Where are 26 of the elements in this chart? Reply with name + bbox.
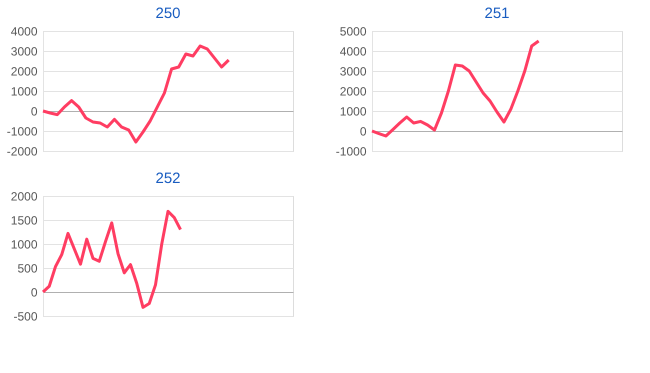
y-tick-label: 1500 [10, 214, 38, 228]
y-tick-label: 1000 [340, 104, 367, 118]
y-tick-label: 2000 [340, 84, 367, 98]
y-tick-label: 3000 [10, 44, 38, 58]
chart-title: 252 [155, 170, 181, 187]
y-tick-label: 1000 [10, 84, 38, 98]
y-tick-label: 4000 [10, 24, 38, 38]
line-series [42, 210, 182, 309]
y-tick-label: 3000 [340, 64, 367, 78]
y-tick-label: 0 [30, 104, 38, 118]
y-tick-label: 1000 [10, 238, 38, 252]
y-tick-label: 0 [30, 286, 38, 300]
y-tick-label: 2000 [10, 64, 38, 78]
line-series [42, 44, 230, 144]
y-tick-label: -1000 [336, 144, 367, 158]
chart-title: 251 [484, 5, 510, 22]
y-tick-label: 500 [17, 262, 38, 276]
y-tick-label: 4000 [340, 44, 367, 58]
y-tick-label: 2000 [10, 190, 38, 204]
y-tick-label: -500 [13, 310, 38, 324]
y-tick-label: -2000 [6, 144, 38, 158]
line-series [370, 40, 540, 138]
y-tick-label: 5000 [340, 24, 367, 38]
y-tick-label: 0 [360, 124, 367, 138]
y-tick-label: -1000 [6, 124, 38, 138]
chart-title: 250 [155, 5, 181, 22]
